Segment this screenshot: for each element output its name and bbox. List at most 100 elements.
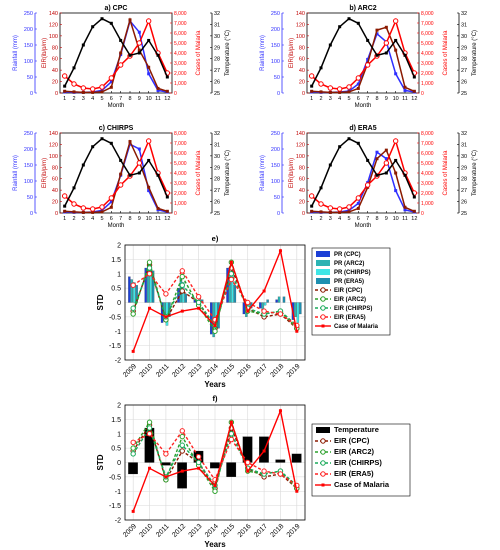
cases-tick-label: 3,000 [174,61,187,67]
cases-tick-label: 0 [421,211,424,217]
data-point [108,75,115,81]
data-point [338,25,342,29]
y-tick-label: -0.5 [109,314,121,321]
temperature-tick-label: 26 [461,80,467,86]
x-tick-label: 2 [72,216,75,222]
x-tick-label: 8 [128,216,131,222]
legend-item: PR (ERA5) [316,278,364,285]
x-tick-label: 2010 [139,363,155,379]
data-point [394,72,398,76]
data-point [278,409,282,413]
rainfall-tick-label: 100 [271,179,280,185]
series-line [64,137,168,207]
data-point [72,66,76,70]
data-point [375,157,379,161]
legend-swatch [316,278,330,284]
data-point [163,291,169,297]
y-axis-label: STD [96,294,105,310]
x-tick-label: 2 [72,96,75,102]
rainfall-tick-label: 200 [271,147,280,153]
data-point [71,81,77,87]
data-point [81,210,85,214]
eir-tick-label: 140 [296,11,305,17]
x-tick-label: 1 [63,96,66,102]
temperature-tick-label: 26 [461,200,467,206]
data-point [63,84,67,88]
data-point [356,21,360,25]
legend-swatch [316,269,330,275]
data-point [384,157,388,161]
data-point [310,204,314,208]
rainfall-tick-label: 100 [271,59,280,65]
legend-label: PR (ARC2) [334,261,364,267]
cases-axis-label: Cases of Malaria [196,150,202,196]
x-tick-label: 9 [138,96,141,102]
data-point [308,193,315,199]
x-tick-label: 9 [138,216,141,222]
cases-tick-label: 8,000 [421,131,434,137]
data-point [136,40,143,46]
data-point [109,141,113,145]
legend-item: PR (CHIRPS) [316,269,371,276]
bar [130,279,133,303]
cases-tick-label: 5,000 [174,41,187,47]
data-point [347,17,351,21]
cases-tick-label: 1,000 [421,81,434,87]
x-tick-label: 4 [91,96,94,102]
y-tick-label: -1 [115,489,121,496]
data-point [246,309,250,313]
bar [275,299,278,303]
y-axis-label: STD [96,454,105,470]
x-tick-label: 2011 [155,523,171,539]
temperature-axis-label: Temperature (°C) [472,30,478,76]
data-point [72,90,76,94]
data-point [392,18,399,24]
data-point [128,53,132,57]
bar [128,276,131,303]
legend-label: EIR (ARC2) [334,297,366,303]
series-line [132,426,298,488]
cases-tick-label: 6,000 [174,31,187,37]
cases-tick-label: 2,000 [421,71,434,77]
data-point [81,90,85,94]
eir-tick-label: 40 [299,188,305,194]
cases-axis-label: Cases of Malaria [443,30,449,76]
temperature-tick-label: 29 [214,45,220,51]
legend-marker [320,449,326,455]
data-point [228,431,235,437]
temperature-axis-label: Temperature (°C) [225,150,231,196]
bar [282,296,286,303]
legend-item: EIR (ERA5) [315,469,374,478]
eir-tick-label: 100 [49,154,58,160]
series-eir [63,17,169,94]
rainfall-tick-label: 50 [274,75,280,81]
x-tick-label: 5 [100,96,103,102]
temperature-tick-label: 30 [214,34,220,40]
y-tick-label: 0 [117,300,121,307]
bar [151,270,155,303]
x-tick-label: 3 [82,96,85,102]
panel-title: b) ARC2 [349,5,376,12]
bar [263,302,267,306]
cases-tick-label: 8,000 [421,11,434,17]
x-tick-label: 2018 [269,523,285,539]
cases-tick-label: 1,000 [421,201,434,207]
panel-title: e) [212,234,219,243]
data-point [137,30,141,34]
data-point [384,51,388,55]
data-point [364,62,371,68]
eir-tick-label: 80 [299,45,305,51]
data-point [346,204,352,210]
bar [128,462,138,475]
series-line [311,17,415,87]
legend-item: Case of Malaria [315,324,379,330]
bar [133,282,136,303]
x-tick-label: 3 [329,216,332,222]
legend: Temperature EIR (CPC) EIR (ARC2) EIR (CHIRP… [311,423,411,497]
rainfall-axis-label: Rainfall (mm) [13,155,19,191]
rainfall-tick-label: 0 [277,91,280,97]
data-point [164,475,168,479]
data-point [147,158,151,162]
series-temperature [310,137,416,208]
data-point [179,282,185,288]
